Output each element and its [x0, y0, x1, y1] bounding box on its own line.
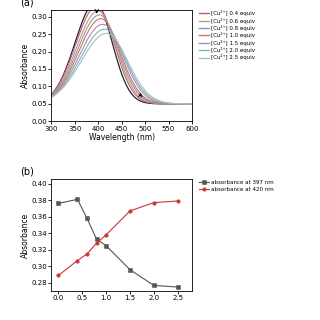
- Y-axis label: Absorbance: Absorbance: [21, 213, 30, 258]
- Text: (a): (a): [20, 0, 34, 7]
- X-axis label: Wavelength (nm): Wavelength (nm): [89, 133, 155, 142]
- absorbance at 397 nm: [56, 202, 60, 205]
- Legend: absorbance at 397 nm, absorbance at 420 nm: absorbance at 397 nm, absorbance at 420 …: [199, 180, 273, 192]
- Line: absorbance at 397 nm: absorbance at 397 nm: [57, 197, 180, 289]
- Text: (b): (b): [20, 167, 34, 177]
- absorbance at 420 nm: [128, 209, 132, 213]
- absorbance at 397 nm: [176, 285, 180, 289]
- absorbance at 420 nm: [76, 259, 79, 262]
- Line: absorbance at 420 nm: absorbance at 420 nm: [57, 199, 180, 277]
- Legend: [Cu²⁺] 0.4 equiv, [Cu²⁺] 0.6 equiv, [Cu²⁺] 0.8 equiv, [Cu²⁺] 1.0 equiv, [Cu²⁺] 1: [Cu²⁺] 0.4 equiv, [Cu²⁺] 0.6 equiv, [Cu²…: [199, 10, 255, 60]
- Y-axis label: Absorbance: Absorbance: [21, 43, 30, 88]
- absorbance at 420 nm: [56, 274, 60, 277]
- absorbance at 420 nm: [152, 201, 156, 204]
- absorbance at 420 nm: [176, 199, 180, 203]
- absorbance at 420 nm: [104, 233, 108, 237]
- absorbance at 397 nm: [128, 268, 132, 272]
- absorbance at 397 nm: [76, 197, 79, 201]
- absorbance at 397 nm: [95, 237, 99, 241]
- absorbance at 420 nm: [95, 241, 99, 245]
- absorbance at 420 nm: [85, 252, 89, 256]
- absorbance at 397 nm: [104, 244, 108, 248]
- absorbance at 397 nm: [85, 216, 89, 220]
- absorbance at 397 nm: [152, 284, 156, 287]
